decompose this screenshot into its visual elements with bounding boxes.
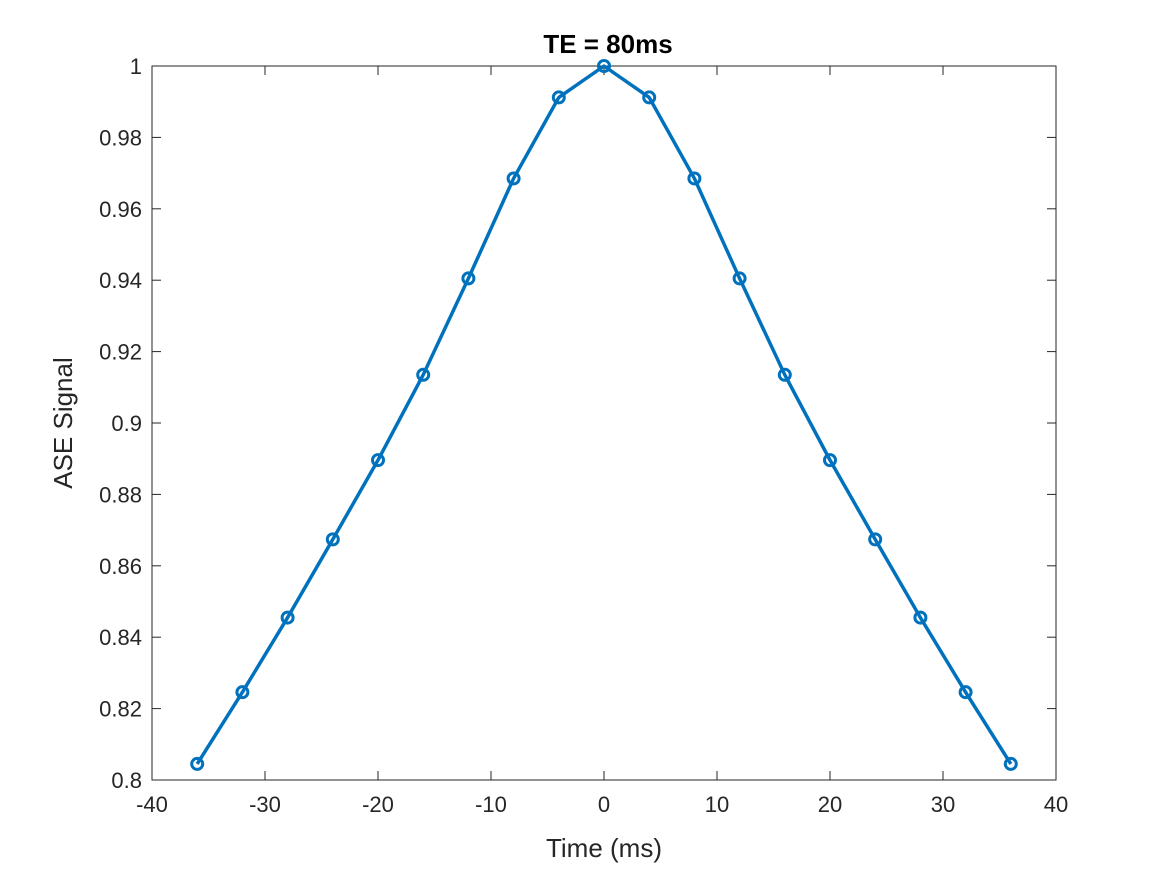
y-tick-label: 0.88 [99, 482, 142, 507]
data-point [687, 171, 702, 186]
x-tick-label: -40 [136, 792, 168, 817]
y-axis-label: ASE Signal [48, 357, 78, 489]
x-tick-label: -10 [475, 792, 507, 817]
data-point [958, 685, 973, 700]
y-tick-label: 0.82 [99, 697, 142, 722]
y-tick-label: 0.84 [99, 625, 142, 650]
x-tick-label: 30 [931, 792, 955, 817]
data-point [732, 271, 747, 286]
x-tick-label: -20 [362, 792, 394, 817]
data-point [280, 610, 295, 625]
x-tick-label: 40 [1044, 792, 1068, 817]
y-tick-label: 0.92 [99, 340, 142, 365]
data-point [777, 367, 792, 382]
y-tick-label: 0.9 [111, 411, 142, 436]
data-point [913, 610, 928, 625]
data-point [506, 171, 521, 186]
data-point [325, 532, 340, 547]
x-tick-label: 0 [598, 792, 610, 817]
data-point [416, 367, 431, 382]
data-point [371, 453, 385, 468]
x-axis-ticks: -40 -30 -20 -10 0 10 20 30 40 [136, 66, 1068, 817]
y-tick-label: 0.96 [99, 197, 142, 222]
data-point [461, 271, 476, 286]
y-tick-label: 0.8 [111, 768, 142, 793]
data-point [642, 90, 657, 105]
plot-area [151, 65, 1057, 781]
series-line [195, 64, 1013, 765]
x-tick-label: -30 [249, 792, 281, 817]
data-point [597, 59, 611, 73]
data-point [1003, 756, 1018, 771]
series-layer [190, 59, 1018, 771]
data-point [235, 685, 250, 700]
x-tick-label: 20 [818, 792, 842, 817]
y-tick-label: 0.86 [99, 554, 142, 579]
x-tick-label: 10 [705, 792, 729, 817]
y-axis-ticks: 0.8 0.82 0.84 0.86 0.88 0.9 0.92 0.94 0.96 0.98 1 [99, 54, 1056, 793]
data-point [190, 756, 205, 771]
data-point [551, 90, 566, 105]
x-axis-label: Time (ms) [546, 833, 662, 863]
data-point [868, 532, 883, 547]
y-tick-label: 1 [130, 54, 142, 79]
y-tick-label: 0.98 [99, 125, 142, 150]
data-point [823, 453, 837, 468]
y-tick-label: 0.94 [99, 268, 142, 293]
chart-title: TE = 80ms [543, 29, 672, 59]
